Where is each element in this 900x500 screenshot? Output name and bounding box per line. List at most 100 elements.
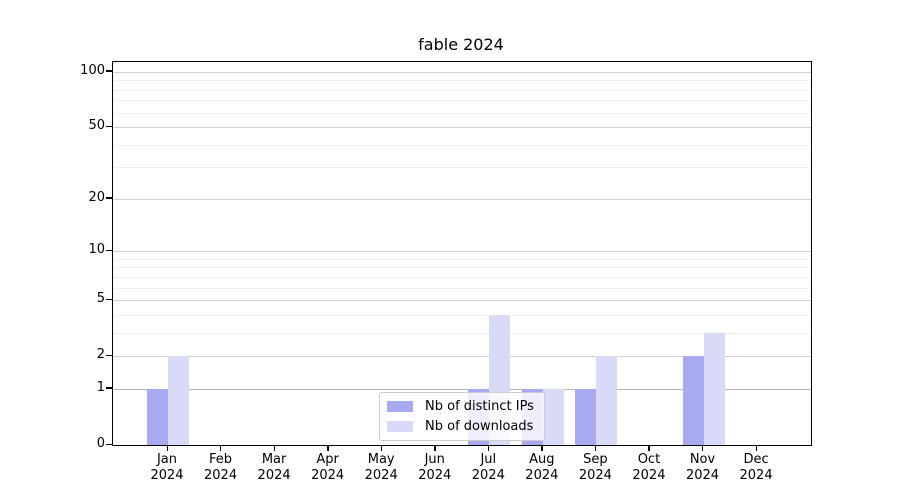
x-tick-label: Jul 2024 <box>460 452 516 484</box>
bar-nb-of-downloads-sep <box>596 356 618 445</box>
y-tick-mark <box>106 443 112 445</box>
chart-title: fable 2024 <box>418 35 504 54</box>
y-tick-mark <box>106 70 112 72</box>
x-tick-label: Jun 2024 <box>407 452 463 484</box>
x-tick-label: May 2024 <box>353 452 409 484</box>
y-tick-mark <box>106 298 112 300</box>
legend-item: Nb of downloads <box>387 419 534 434</box>
x-tick-mark <box>166 445 168 451</box>
x-tick-month: Nov <box>689 452 716 467</box>
x-tick-month: Oct <box>637 452 661 467</box>
x-tick-mark <box>541 445 543 451</box>
bar-nb-of-distinct-ips-nov <box>682 356 704 445</box>
y-tick-label: 0 <box>96 436 105 451</box>
x-tick-label: Feb 2024 <box>193 452 249 484</box>
bar-nb-of-downloads-jan <box>168 356 189 445</box>
legend-swatch <box>387 421 413 432</box>
x-tick-year: 2024 <box>204 468 238 483</box>
x-tick-month: Sep <box>583 452 608 467</box>
x-tick-mark <box>594 445 597 451</box>
minor-gridline <box>113 258 811 260</box>
x-tick-mark <box>702 445 704 451</box>
minor-gridline <box>113 89 811 91</box>
x-tick-label: Mar 2024 <box>246 452 302 484</box>
x-tick-month: Apr <box>316 452 339 467</box>
major-gridline <box>113 300 811 302</box>
x-tick-label: Nov 2024 <box>675 452 731 484</box>
x-tick-year: 2024 <box>150 468 184 483</box>
minor-gridline <box>113 287 811 289</box>
major-gridline <box>113 127 811 129</box>
minor-gridline <box>113 332 811 334</box>
x-tick-mark <box>487 445 490 451</box>
legend-swatch <box>387 401 413 412</box>
x-tick-year: 2024 <box>471 468 505 483</box>
x-tick-label: Oct 2024 <box>621 452 677 484</box>
bar-nb-of-downloads-nov <box>703 332 725 445</box>
y-tick-label: 2 <box>96 347 105 363</box>
x-tick-month: Jan <box>156 452 178 467</box>
y-tick-label: 20 <box>88 189 105 205</box>
major-gridline <box>113 356 811 358</box>
legend: Nb of distinct IPs Nb of downloads <box>379 392 545 441</box>
y-tick-mark <box>106 354 112 357</box>
x-tick-mark <box>220 445 222 451</box>
minor-gridline <box>113 167 811 169</box>
x-tick-month: Jun <box>424 452 445 467</box>
bar-nb-of-downloads-aug <box>542 388 564 445</box>
x-tick-year: 2024 <box>685 468 720 483</box>
x-tick-month: Feb <box>209 452 233 467</box>
x-tick-year: 2024 <box>311 468 345 483</box>
x-tick-year: 2024 <box>632 468 666 483</box>
legend-label: Nb of distinct IPs <box>425 399 534 414</box>
y-tick-label: 5 <box>96 291 105 307</box>
x-tick-label: Dec 2024 <box>728 452 784 484</box>
x-tick-month: Dec <box>743 452 769 467</box>
x-tick-mark <box>380 445 383 451</box>
bar-nb-of-distinct-ips-sep <box>575 388 597 445</box>
minor-gridline <box>113 112 811 114</box>
y-tick-label: 10 <box>88 242 105 258</box>
minor-gridline <box>113 144 811 146</box>
minor-gridline <box>113 80 811 82</box>
legend-item: Nb of distinct IPs <box>387 399 534 414</box>
y-tick-label: 100 <box>80 62 105 78</box>
y-tick-label: 50 <box>88 118 105 134</box>
x-tick-year: 2024 <box>525 468 559 483</box>
x-tick-year: 2024 <box>364 468 398 483</box>
x-tick-label: Jan 2024 <box>139 452 195 484</box>
x-tick-month: Aug <box>529 452 555 467</box>
plot-area: Nb of distinct IPs Nb of downloads <box>112 61 812 446</box>
x-tick-label: Aug 2024 <box>514 452 570 484</box>
minor-gridline <box>113 314 811 316</box>
x-tick-year: 2024 <box>257 468 291 483</box>
x-tick-month: Mar <box>261 452 287 467</box>
x-tick-label: Sep 2024 <box>567 452 623 484</box>
y-tick-mark <box>106 125 112 127</box>
bar-nb-of-distinct-ips-jan <box>147 388 168 445</box>
major-gridline <box>113 251 811 253</box>
x-tick-mark <box>327 445 329 451</box>
x-tick-year: 2024 <box>578 468 612 483</box>
minor-gridline <box>113 276 811 278</box>
y-tick-mark <box>106 249 112 251</box>
x-tick-month: Jul <box>480 452 497 467</box>
x-tick-mark <box>434 445 436 451</box>
minor-gridline <box>113 100 811 102</box>
major-gridline <box>113 388 811 390</box>
x-tick-mark <box>648 445 650 451</box>
x-tick-year: 2024 <box>418 468 452 483</box>
x-tick-label: Apr 2024 <box>300 452 356 484</box>
minor-gridline <box>113 267 811 269</box>
y-tick-mark <box>106 387 112 389</box>
y-tick-label: 1 <box>96 379 105 395</box>
x-tick-year: 2024 <box>739 468 773 483</box>
major-gridline <box>113 198 811 200</box>
x-tick-mark <box>273 445 275 451</box>
x-tick-month: May <box>367 452 395 467</box>
y-tick-mark <box>106 197 112 199</box>
major-gridline <box>113 71 811 73</box>
legend-label: Nb of downloads <box>425 419 534 434</box>
x-tick-mark <box>755 445 757 451</box>
